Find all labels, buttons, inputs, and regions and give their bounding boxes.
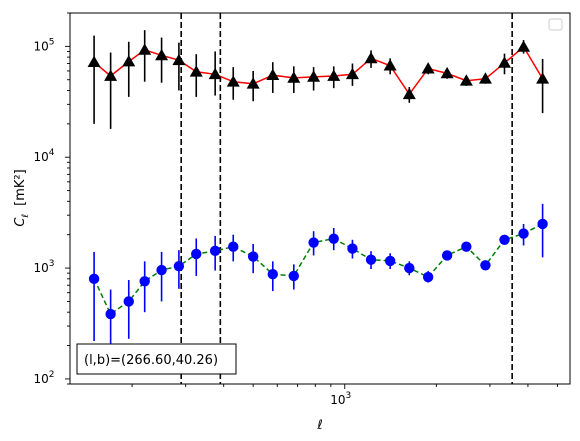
series-1 <box>88 203 548 360</box>
marker-circle-1-5 <box>173 260 185 272</box>
annotation-text: (l,b)=(266.60,40.26) <box>84 353 218 368</box>
marker-circle-1-19 <box>441 250 453 261</box>
marker-triangle-0-18 <box>421 62 435 74</box>
marker-triangle-0-15 <box>364 51 378 64</box>
marker-circle-1-0 <box>88 273 100 285</box>
marker-triangle-0-19 <box>440 66 454 79</box>
marker-circle-1-1 <box>105 308 116 320</box>
plot-frame <box>69 12 571 385</box>
y-tick-label-0: 102 <box>33 370 54 386</box>
y-tick-label-3: 105 <box>33 37 54 53</box>
marker-triangle-0-8 <box>226 75 240 87</box>
marker-circle-1-14 <box>347 243 358 254</box>
marker-circle-1-23 <box>518 228 529 239</box>
marker-circle-1-3 <box>139 276 150 287</box>
marker-triangle-0-16 <box>383 59 397 71</box>
marker-triangle-0-17 <box>402 87 416 100</box>
marker-triangle-0-13 <box>327 69 341 81</box>
series-layer <box>87 30 550 360</box>
marker-circle-1-16 <box>384 255 396 267</box>
y-axis-label: Cℓ [mK²] <box>13 169 31 226</box>
marker-circle-1-13 <box>328 233 339 244</box>
marker-circle-1-20 <box>461 241 472 252</box>
marker-triangle-0-21 <box>478 72 492 84</box>
annotation-box: (l,b)=(266.60,40.26) <box>76 343 237 375</box>
svg-text:Cℓ[mK²]: Cℓ [mK²] <box>13 169 31 226</box>
marker-triangle-0-12 <box>307 70 321 82</box>
vertical-lines <box>180 13 513 384</box>
marker-circle-1-21 <box>480 260 491 271</box>
legend-box <box>548 18 563 31</box>
marker-circle-1-15 <box>365 254 377 265</box>
marker-circle-1-17 <box>404 262 415 274</box>
marker-triangle-0-22 <box>497 56 511 68</box>
marker-circle-1-24 <box>537 218 548 230</box>
marker-triangle-0-9 <box>246 77 260 89</box>
marker-circle-1-8 <box>228 241 239 252</box>
marker-triangle-0-6 <box>189 65 203 77</box>
marker-triangle-0-1 <box>104 69 118 81</box>
marker-triangle-0-0 <box>87 55 101 68</box>
marker-triangle-0-2 <box>122 55 136 67</box>
y-axis-label-subscript: ℓ <box>21 214 31 219</box>
marker-circle-1-2 <box>123 296 134 307</box>
marker-circle-1-11 <box>288 270 299 282</box>
marker-circle-1-18 <box>422 271 434 283</box>
marker-triangle-0-14 <box>345 67 359 80</box>
y-tick-label-2: 104 <box>33 148 54 164</box>
marker-circle-1-9 <box>247 251 259 262</box>
y-axis-label-unit: [mK²] <box>13 169 28 206</box>
y-tick-label-1: 103 <box>33 259 54 275</box>
marker-triangle-0-10 <box>266 68 280 81</box>
marker-circle-1-12 <box>308 237 319 248</box>
marker-circle-1-10 <box>267 269 278 280</box>
x-tick-label-0: 103 <box>330 391 351 407</box>
y-axis-label-symbol: C <box>13 217 28 227</box>
marker-triangle-0-7 <box>208 67 222 80</box>
y-axis: 102 103 104 105 <box>33 12 70 386</box>
marker-circle-1-22 <box>499 234 510 245</box>
marker-triangle-0-5 <box>172 53 186 66</box>
series-0 <box>87 30 550 129</box>
marker-triangle-0-11 <box>287 71 301 83</box>
x-axis: 103 <box>131 384 558 407</box>
marker-circle-1-4 <box>156 264 167 276</box>
marker-circle-1-7 <box>209 245 221 257</box>
marker-triangle-0-24 <box>536 72 550 84</box>
marker-triangle-0-20 <box>459 74 473 86</box>
x-axis-label: ℓ <box>316 418 322 433</box>
marker-triangle-0-23 <box>517 40 531 52</box>
marker-circle-1-6 <box>191 248 202 260</box>
marker-triangle-0-3 <box>138 43 152 55</box>
marker-triangle-0-4 <box>155 48 169 61</box>
